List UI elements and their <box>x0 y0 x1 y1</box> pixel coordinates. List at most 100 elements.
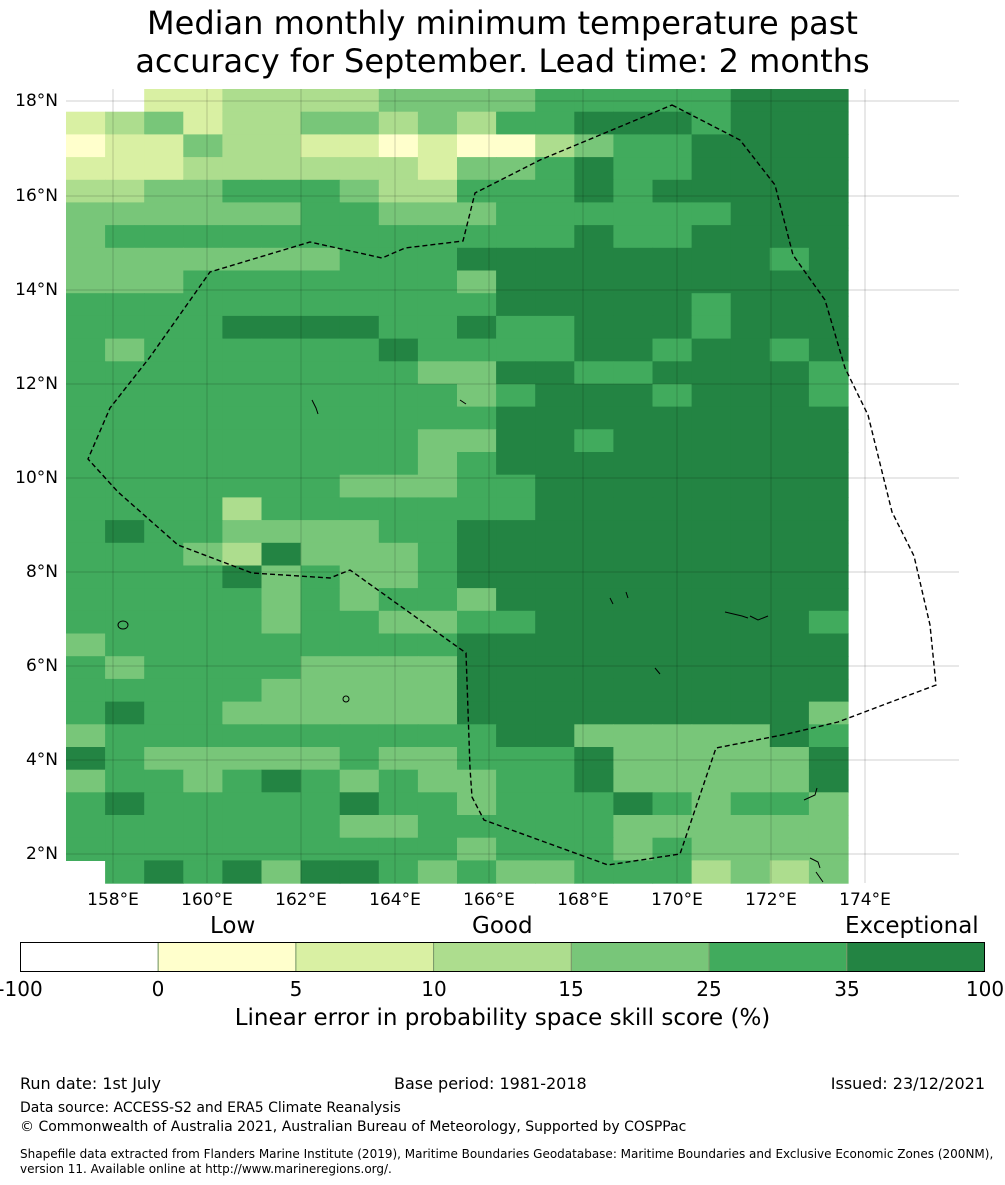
grid-cell <box>535 656 575 680</box>
grid-cell <box>378 656 419 680</box>
grid-cell <box>535 89 575 113</box>
grid-cell <box>261 202 302 226</box>
grid-cell <box>222 247 263 272</box>
grid-cell <box>105 383 145 408</box>
grid-cell <box>652 111 693 135</box>
grid-cell <box>496 724 536 748</box>
grid-cell <box>144 565 184 589</box>
grid-cell <box>144 610 184 635</box>
grid-cell <box>183 610 223 635</box>
grid-cell <box>652 588 693 612</box>
grid-cell <box>144 724 184 748</box>
lon-label: 162°E <box>275 890 327 910</box>
grid-cell <box>144 111 184 135</box>
grid-cell <box>300 338 341 362</box>
grid-cell <box>769 383 810 408</box>
grid-cell <box>417 792 458 816</box>
grid-cell <box>808 565 849 589</box>
grid-cell <box>730 678 771 703</box>
grid-cell <box>457 157 497 181</box>
grid-cell <box>339 633 380 657</box>
grid-cell <box>261 338 302 362</box>
grid-cell <box>261 701 302 725</box>
grid-cell <box>730 406 771 430</box>
grid-cell <box>808 769 849 793</box>
grid-cell <box>261 497 302 521</box>
grid-cell <box>417 406 458 430</box>
grid-cell <box>339 724 380 748</box>
grid-cell <box>339 542 380 567</box>
grid-cell <box>261 134 302 158</box>
grid-cell <box>457 792 497 816</box>
grid-cell <box>66 134 106 158</box>
grid-cell <box>66 202 106 226</box>
colorbar-swatch <box>20 942 159 972</box>
grid-cell <box>417 452 458 476</box>
grid-cell <box>300 474 341 498</box>
grid-cell <box>300 520 341 544</box>
grid-cell <box>300 724 341 748</box>
grid-cell <box>613 769 654 793</box>
grid-cell <box>496 610 536 635</box>
grid-cell <box>66 157 106 181</box>
grid-cell <box>535 565 575 589</box>
grid-cell <box>496 134 536 158</box>
grid-cell <box>261 542 302 567</box>
grid-cell <box>144 837 184 861</box>
grid-cell <box>457 747 497 771</box>
grid-cell <box>105 315 145 340</box>
grid-cell <box>496 406 536 430</box>
grid-cell <box>417 293 458 317</box>
grid-cell <box>496 701 536 725</box>
grid-cell <box>574 89 614 113</box>
grid-cell <box>652 747 693 771</box>
grid-cell <box>496 270 536 294</box>
grid-cell <box>300 429 341 453</box>
grid-cell <box>808 270 849 294</box>
grid-cell <box>691 747 732 771</box>
grid-cell <box>535 701 575 725</box>
grid-cell <box>66 656 106 680</box>
grid-cell <box>808 656 849 680</box>
grid-cell <box>808 815 849 839</box>
island <box>815 871 824 883</box>
grid-cell <box>613 815 654 839</box>
grid-cell <box>808 724 849 748</box>
grid-cell <box>613 429 654 453</box>
grid-cell <box>808 747 849 771</box>
grid-cell <box>261 270 302 294</box>
grid-cell <box>808 497 849 521</box>
grid-cell <box>417 837 458 861</box>
grid-cell <box>261 837 302 861</box>
grid-cell <box>222 202 263 226</box>
grid-cell <box>378 474 419 498</box>
grid-cell <box>691 270 732 294</box>
grid-cell <box>66 111 106 135</box>
grid-cell <box>496 815 536 839</box>
grid-cell <box>144 247 184 272</box>
grid-cell <box>105 134 145 158</box>
grid-cell <box>339 429 380 453</box>
grid-cell <box>222 815 263 839</box>
grid-cell <box>535 247 575 272</box>
grid-cell <box>457 656 497 680</box>
grid-cell <box>769 769 810 793</box>
grid-cell <box>339 860 380 884</box>
grid-cell <box>691 520 732 544</box>
grid-cell <box>574 588 614 612</box>
grid-cell <box>574 293 614 317</box>
grid-cell <box>417 542 458 567</box>
grid-cell <box>652 406 693 430</box>
grid-cell <box>300 837 341 861</box>
grid-cell <box>339 157 380 181</box>
grid-cell <box>691 406 732 430</box>
grid-cell <box>417 610 458 635</box>
grid-cell <box>339 315 380 340</box>
grid-cell <box>261 315 302 340</box>
grid-cell <box>769 520 810 544</box>
grid-cell <box>535 315 575 340</box>
grid-cell <box>66 701 106 725</box>
grid-cell <box>417 111 458 135</box>
grid-cell <box>183 202 223 226</box>
grid-cell <box>417 815 458 839</box>
